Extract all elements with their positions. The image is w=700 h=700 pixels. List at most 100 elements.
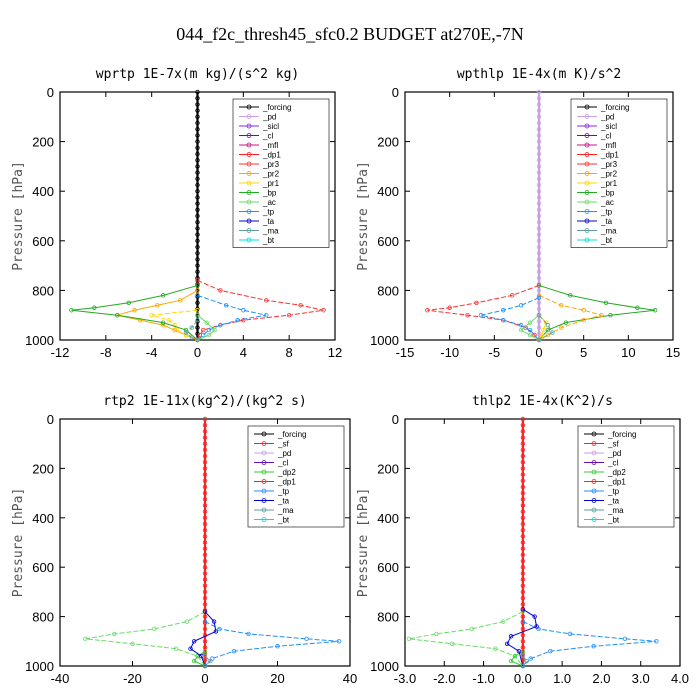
data-point	[520, 490, 526, 496]
data-point	[536, 300, 542, 305]
data-point	[83, 636, 88, 642]
data-point	[206, 327, 212, 333]
data-point	[275, 644, 280, 649]
data-point	[536, 102, 542, 107]
data-point	[202, 466, 208, 471]
data-point	[195, 126, 200, 132]
y-tick-label: 0	[392, 85, 399, 100]
legend-entry: _cl	[600, 132, 611, 141]
data-point	[527, 327, 533, 333]
data-point	[195, 213, 200, 219]
y-tick-label: 200	[377, 461, 399, 476]
legend-entry: _ma	[607, 506, 624, 515]
data-point	[534, 624, 539, 629]
y-tick-label: 800	[32, 610, 54, 625]
data-point	[202, 546, 208, 551]
data-point	[518, 303, 524, 308]
data-point	[202, 614, 208, 619]
data-point	[246, 631, 251, 637]
legend-entry: _forcing	[277, 430, 306, 439]
data-point	[195, 331, 200, 336]
data-point	[160, 322, 166, 328]
data-point	[202, 509, 208, 514]
data-point	[206, 332, 212, 338]
y-tick-label: 1000	[25, 333, 54, 348]
data-point	[536, 244, 542, 250]
series-line	[193, 650, 206, 667]
data-point	[536, 219, 542, 225]
data-point	[112, 631, 117, 637]
panel-4: thlp2 1E-4x(K^2)/s -3.0 -2.0 -1.0 0.0 1.0 2.0 3…	[356, 394, 689, 686]
data-point	[654, 639, 659, 644]
y-tick-label: 400	[377, 184, 399, 199]
data-point	[218, 288, 223, 293]
legend-entry: _dp1	[600, 151, 619, 160]
data-point	[520, 416, 526, 422]
data-point	[520, 527, 526, 533]
data-point	[166, 317, 172, 323]
data-point	[536, 157, 542, 163]
legend-entry: _ma	[262, 227, 279, 236]
legend-entry: _ma	[277, 506, 294, 515]
legend-marker	[591, 441, 597, 446]
data-point	[321, 308, 326, 313]
data-point	[559, 303, 564, 308]
data-point	[581, 308, 586, 313]
data-point	[149, 313, 154, 318]
data-point	[202, 583, 208, 588]
data-point	[202, 460, 208, 465]
x-tick-label: -4	[146, 345, 158, 360]
series-line	[197, 294, 267, 341]
data-point	[195, 263, 200, 268]
x-tick-label: 40	[343, 671, 357, 686]
data-point	[195, 244, 200, 250]
data-point	[195, 283, 200, 288]
data-point	[545, 332, 551, 338]
legend-entry: _sicl	[600, 122, 617, 131]
data-point	[469, 626, 474, 632]
data-point	[520, 447, 526, 453]
x-tick-label: 0.0	[514, 671, 532, 686]
data-point	[545, 327, 551, 333]
legend-marker	[591, 431, 597, 437]
data-point	[520, 509, 526, 514]
data-point	[202, 552, 208, 558]
panel-title: rtp2 1E-11x(kg^2)/(kg^2 s)	[103, 394, 307, 409]
legend-entry: _mfl	[262, 141, 278, 150]
data-point	[212, 327, 217, 333]
data-point	[195, 250, 200, 256]
series-line	[71, 284, 198, 341]
legend-marker	[246, 104, 252, 110]
legend-entry: _dp2	[277, 468, 296, 477]
legend-marker	[591, 450, 597, 456]
legend-entry: _forcing	[607, 430, 636, 439]
data-point	[160, 293, 166, 298]
legend-entry: _pr3	[600, 160, 618, 169]
data-point	[202, 490, 208, 496]
legend-entry: _bt	[607, 516, 620, 525]
data-point	[520, 460, 526, 465]
data-point	[536, 295, 542, 301]
data-point	[536, 275, 542, 281]
legend-entry: _bt	[600, 236, 613, 245]
data-point	[202, 527, 208, 533]
data-point	[195, 164, 200, 169]
legend-marker	[246, 171, 252, 176]
y-tick-label: 600	[32, 560, 54, 575]
legend-marker	[246, 180, 252, 186]
legend-marker	[261, 431, 267, 437]
data-point	[536, 337, 542, 343]
data-point	[202, 609, 208, 614]
data-point	[518, 322, 524, 328]
series-line	[522, 621, 657, 667]
legend-entry: _pd	[277, 449, 291, 458]
data-point	[635, 305, 640, 310]
legend-entry: _pr1	[600, 179, 618, 188]
legend-marker	[246, 218, 252, 224]
data-point	[201, 332, 206, 338]
legend-marker	[246, 123, 252, 129]
legend-entry: _forcing	[262, 103, 291, 112]
series-line	[538, 314, 554, 341]
data-point	[195, 288, 200, 293]
